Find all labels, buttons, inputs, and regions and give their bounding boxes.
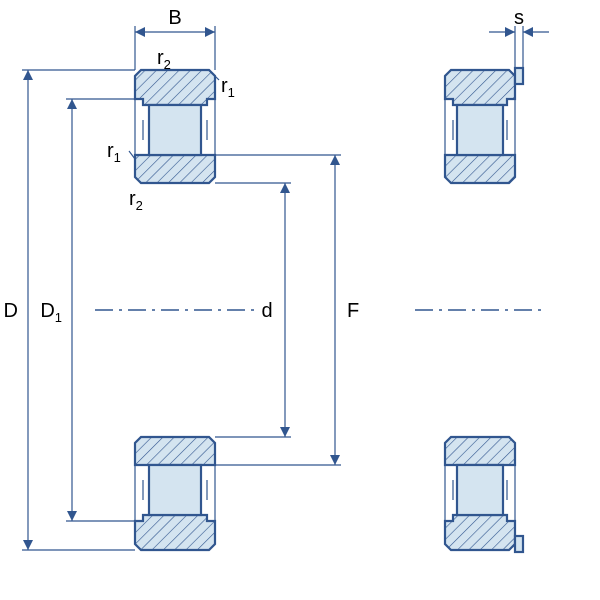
label-D: D (4, 300, 18, 322)
label-D1: D1 (40, 300, 62, 325)
label-r2-bottom: r2 (129, 188, 143, 213)
label-F: F (347, 300, 359, 322)
label-r2-top: r2 (157, 47, 171, 72)
bearing-diagram: D D1 d F Br2 r1 r1 r2 s (0, 0, 600, 600)
label-s: s (514, 7, 524, 29)
label-r1-bottom: r1 (107, 140, 121, 165)
label-r1-top: r1 (221, 75, 235, 100)
label-d: d (261, 300, 272, 322)
label-B: B (168, 7, 181, 29)
